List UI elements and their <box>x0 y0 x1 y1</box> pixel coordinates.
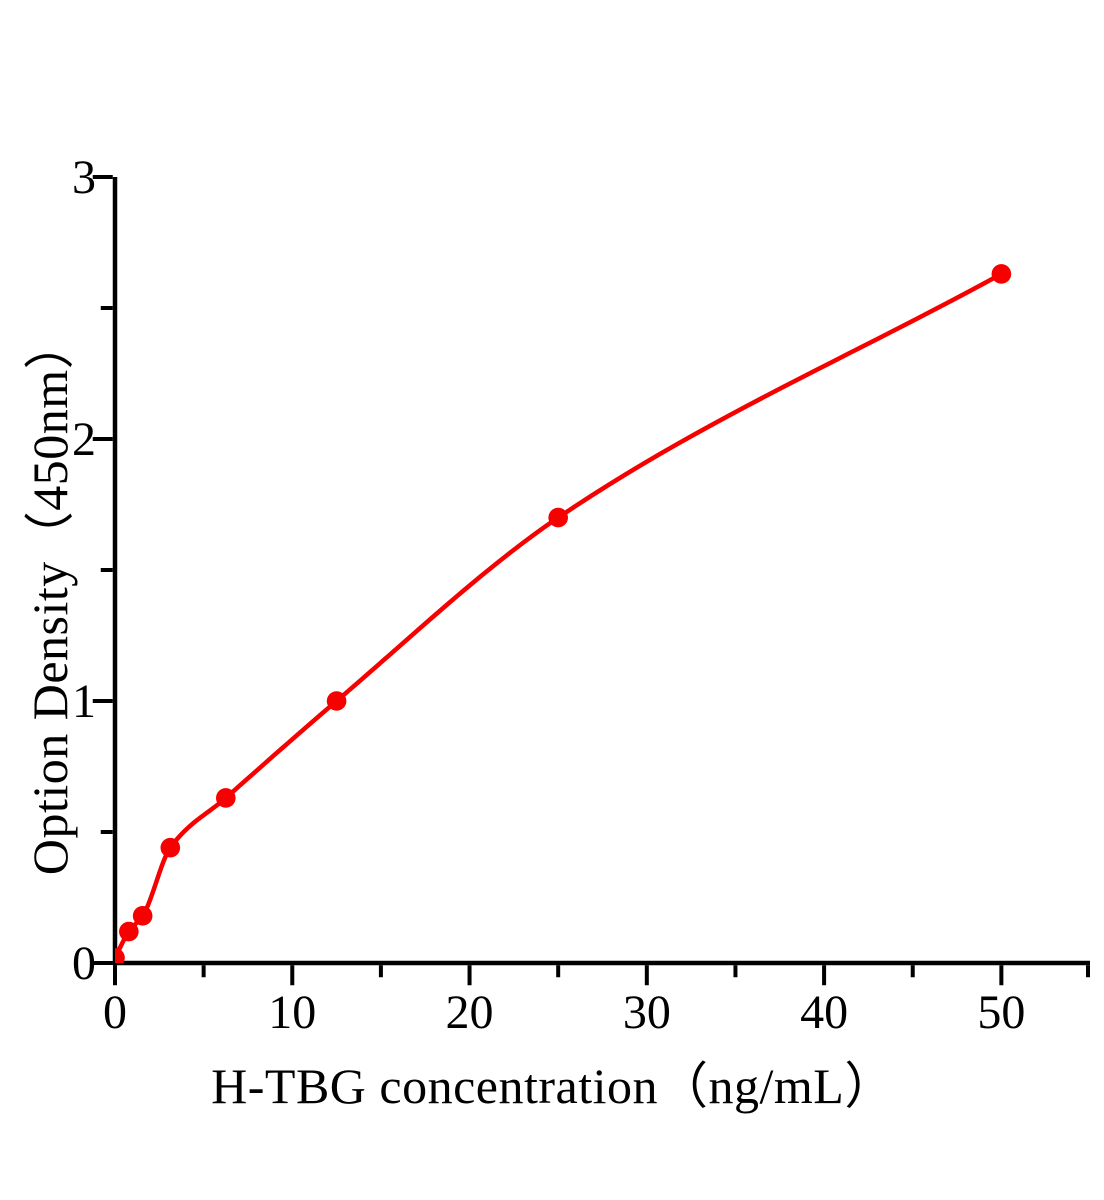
x-tick-label: 40 <box>800 986 848 1039</box>
x-tick-label: 20 <box>446 986 494 1039</box>
data-point-marker <box>216 788 236 808</box>
y-axis-title: Option Density（450nm） <box>22 318 78 876</box>
y-tick-label: 1 <box>72 675 96 728</box>
x-axis-title: H-TBG concentration（ng/mL） <box>211 1058 895 1114</box>
series-H-TBG-standard-curve <box>115 264 1012 963</box>
y-tick-label: 0 <box>72 937 96 990</box>
data-point-marker <box>160 837 181 858</box>
axes: 0 10 20 30 40 50 0 1 2 3 <box>72 151 1090 1039</box>
data-point-marker <box>326 691 347 711</box>
data-point-marker <box>119 921 139 942</box>
data-point-marker <box>548 507 568 528</box>
y-tick-label: 3 <box>72 151 96 204</box>
x-tick-label: 30 <box>623 986 671 1039</box>
data-point-marker <box>132 906 153 926</box>
data-point-marker <box>991 264 1012 284</box>
standard-curve-line <box>115 271 1004 961</box>
x-tick-label: 50 <box>977 986 1025 1039</box>
x-tick-label: 10 <box>268 986 316 1039</box>
y-tick-label: 2 <box>72 413 96 466</box>
x-tick-label: 0 <box>103 986 127 1039</box>
data-point-marker <box>115 947 125 963</box>
